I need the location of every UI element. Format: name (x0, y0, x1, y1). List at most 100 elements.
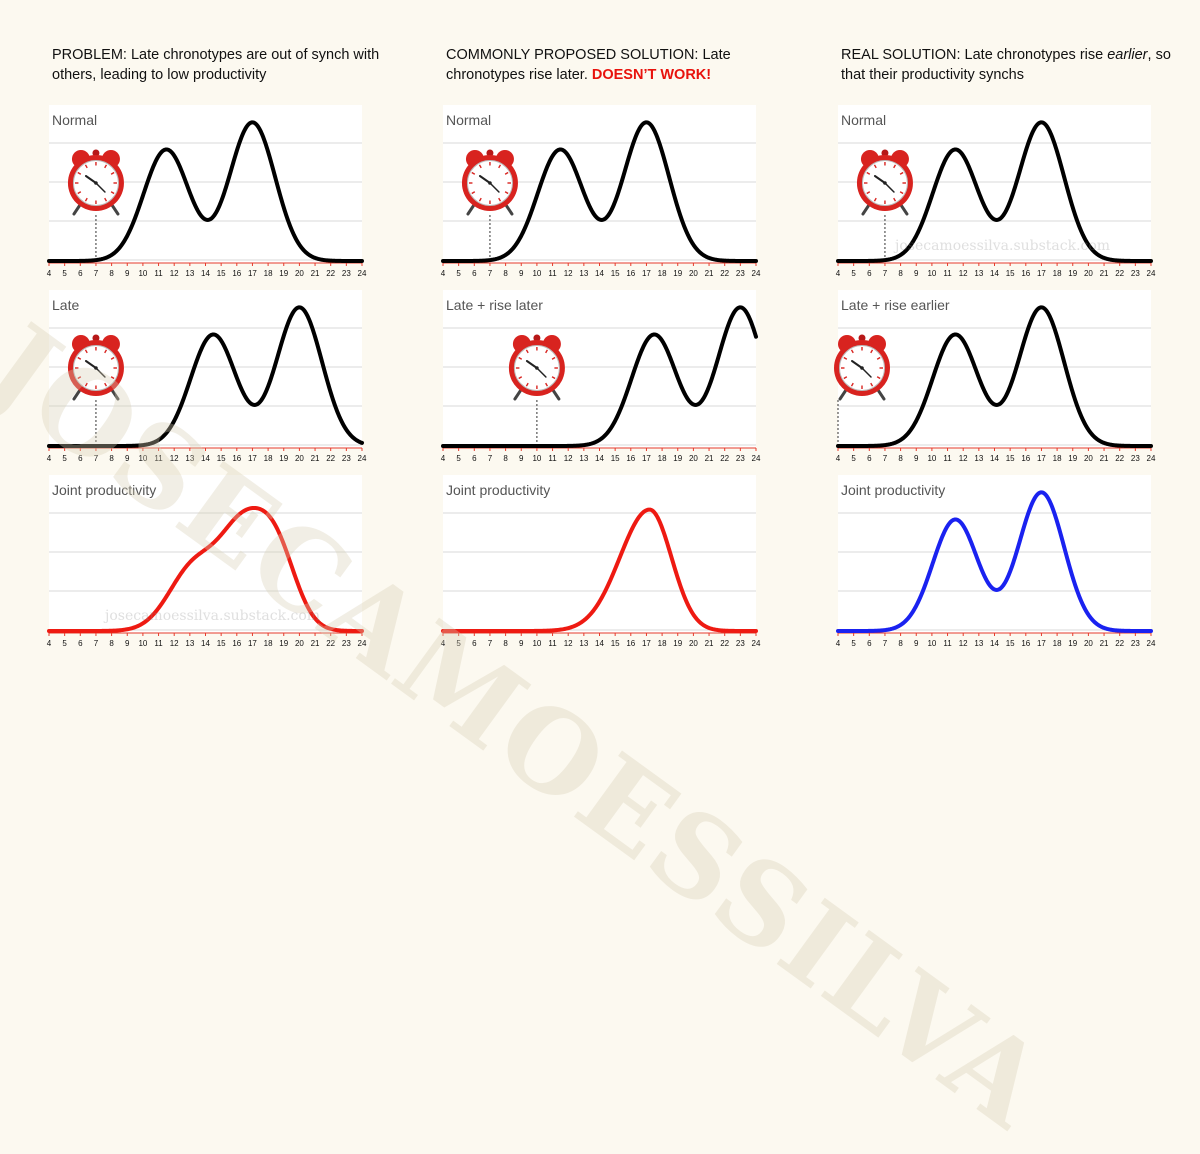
x-tick-label: 8 (503, 454, 508, 463)
x-tick-label: 15 (217, 269, 226, 278)
x-tick-label: 20 (689, 454, 698, 463)
x-tick-label: 24 (358, 269, 367, 278)
x-tick-label: 16 (232, 454, 241, 463)
x-tick-label: 19 (1068, 269, 1077, 278)
x-tick-label: 19 (673, 269, 682, 278)
x-tick-label: 12 (564, 454, 573, 463)
clock-knob (858, 334, 866, 342)
clock-tick (77, 171, 82, 175)
clock-knob (92, 149, 100, 157)
x-tick-label: 12 (564, 639, 573, 648)
x-tick-label: 22 (326, 454, 335, 463)
x-tick-label: 4 (47, 639, 52, 648)
x-tick-label: 10 (138, 639, 147, 648)
x-tick-label: 8 (898, 454, 903, 463)
x-tick-label: 19 (279, 269, 288, 278)
clock-leg-right (551, 388, 561, 401)
x-tick-label: 16 (626, 269, 635, 278)
clock-minute-hand (861, 367, 872, 378)
clock-hour-hand (873, 175, 886, 184)
x-tick-label: 10 (927, 454, 936, 463)
x-tick-label: 22 (1115, 269, 1124, 278)
clock-hour-hand (84, 175, 97, 184)
chart-title: Late + rise later (446, 297, 543, 313)
x-tick-label: 5 (851, 454, 856, 463)
clock-center (883, 181, 887, 185)
clock-knob (486, 149, 494, 157)
clock-leg-left (466, 203, 476, 216)
clock-tick (876, 356, 881, 360)
chart-panel (49, 475, 362, 633)
x-tick-label: 18 (1053, 454, 1062, 463)
clock-tick (110, 376, 115, 380)
clock-tick (876, 376, 881, 380)
x-tick-label: 7 (883, 639, 888, 648)
x-tick-label: 21 (1100, 269, 1109, 278)
x-tick-label: 5 (456, 454, 461, 463)
x-tick-label: 16 (232, 639, 241, 648)
x-tick-label: 8 (898, 639, 903, 648)
clock-tick (104, 197, 108, 202)
clock-tick (866, 191, 871, 195)
alarm-clock-icon (67, 334, 124, 401)
x-tick-label: 8 (898, 269, 903, 278)
charts-canvas: 4 5 6 7 8 9 10 11 12 13 14 15 16 17 18 19 20 21 22 23 24 Norm… (47, 105, 1156, 648)
series-line (441, 120, 758, 263)
x-tick-label: 7 (488, 639, 493, 648)
x-tick-label: 8 (109, 269, 114, 278)
x-tick-label: 21 (1100, 639, 1109, 648)
clock-tick (873, 197, 877, 202)
x-tick-label: 20 (295, 639, 304, 648)
clock-tick (545, 382, 549, 387)
x-tick-label: 8 (109, 454, 114, 463)
x-tick-label: 20 (295, 454, 304, 463)
x-tick-label: 23 (1131, 269, 1140, 278)
x-tick-label: 17 (248, 269, 257, 278)
x-tick-label: 24 (752, 639, 761, 648)
x-tick-label: 17 (248, 639, 257, 648)
heading-commonly-text: COMMONLY PROPOSED SOLUTION: Late chronot… (446, 47, 731, 83)
x-tick-label: 9 (125, 639, 130, 648)
x-tick-label: 13 (185, 269, 194, 278)
x-tick-label: 4 (441, 454, 446, 463)
clock-leg-left (838, 388, 848, 401)
x-tick-label: 9 (519, 269, 524, 278)
clock-tick (110, 356, 115, 360)
chart-commonly-normal: 4 5 6 7 8 9 10 11 12 13 14 15 16 17 18 19 20 21 22 23 24 Norm… (441, 105, 761, 278)
x-tick-label: 18 (1053, 639, 1062, 648)
chart-title: Joint productivity (52, 482, 156, 498)
clock-center (535, 366, 539, 370)
x-tick-label: 24 (358, 639, 367, 648)
x-tick-label: 23 (736, 639, 745, 648)
x-tick-label: 9 (125, 269, 130, 278)
x-tick-label: 14 (990, 639, 999, 648)
x-tick-label: 23 (736, 454, 745, 463)
x-tick-label: 7 (94, 269, 99, 278)
x-tick-label: 17 (1037, 639, 1046, 648)
x-tick-label: 13 (974, 269, 983, 278)
clock-tick (850, 382, 854, 387)
x-tick-label: 13 (974, 454, 983, 463)
x-tick-label: 23 (1131, 639, 1140, 648)
x-tick-label: 13 (185, 454, 194, 463)
clock-minute-hand (95, 367, 106, 378)
clock-hour-hand (478, 175, 491, 184)
x-tick-label: 12 (959, 639, 968, 648)
x-tick-label: 12 (959, 454, 968, 463)
chart-commonly-joint: 4 5 6 7 8 9 10 11 12 13 14 15 16 17 18 19 20 21 22 23 24 Join… (441, 475, 761, 648)
x-tick-label: 20 (1084, 269, 1093, 278)
x-tick-label: 24 (752, 454, 761, 463)
x-tick-label: 10 (927, 639, 936, 648)
x-tick-label: 12 (959, 269, 968, 278)
clock-tick (110, 191, 115, 195)
x-tick-label: 11 (548, 454, 557, 463)
clock-leg-right (110, 203, 120, 216)
clock-leg-left (72, 388, 82, 401)
clock-tick (104, 164, 108, 169)
x-tick-label: 21 (1100, 454, 1109, 463)
infographic: PROBLEM: Late chronotypes are out of syn… (0, 47, 1171, 1154)
clock-leg-left (861, 203, 871, 216)
x-tick-label: 13 (579, 269, 588, 278)
x-tick-label: 17 (642, 454, 651, 463)
x-tick-label: 15 (1006, 269, 1015, 278)
